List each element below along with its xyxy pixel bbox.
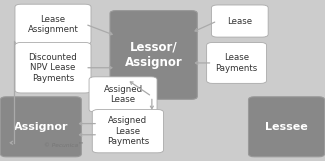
Text: Lease: Lease — [227, 17, 253, 26]
Text: Lease
Assignment: Lease Assignment — [28, 14, 78, 34]
Text: Lessor/
Assignor: Lessor/ Assignor — [125, 41, 183, 69]
Text: Assigned
Lease: Assigned Lease — [103, 85, 143, 104]
Text: © Pecunica™: © Pecunica™ — [44, 143, 84, 148]
FancyBboxPatch shape — [15, 4, 91, 44]
Text: Assigned
Lease
Payments: Assigned Lease Payments — [107, 116, 149, 146]
FancyBboxPatch shape — [89, 77, 157, 112]
FancyBboxPatch shape — [15, 43, 91, 93]
FancyBboxPatch shape — [92, 109, 163, 153]
FancyBboxPatch shape — [249, 97, 325, 157]
FancyBboxPatch shape — [0, 97, 81, 157]
Text: Assignor: Assignor — [14, 122, 68, 132]
Text: Lease
Payments: Lease Payments — [215, 53, 258, 73]
FancyBboxPatch shape — [110, 11, 197, 99]
FancyBboxPatch shape — [207, 43, 266, 83]
Text: Discounted
NPV Lease
Payments: Discounted NPV Lease Payments — [29, 53, 77, 83]
Text: Lessee: Lessee — [265, 122, 308, 132]
FancyBboxPatch shape — [212, 5, 268, 37]
